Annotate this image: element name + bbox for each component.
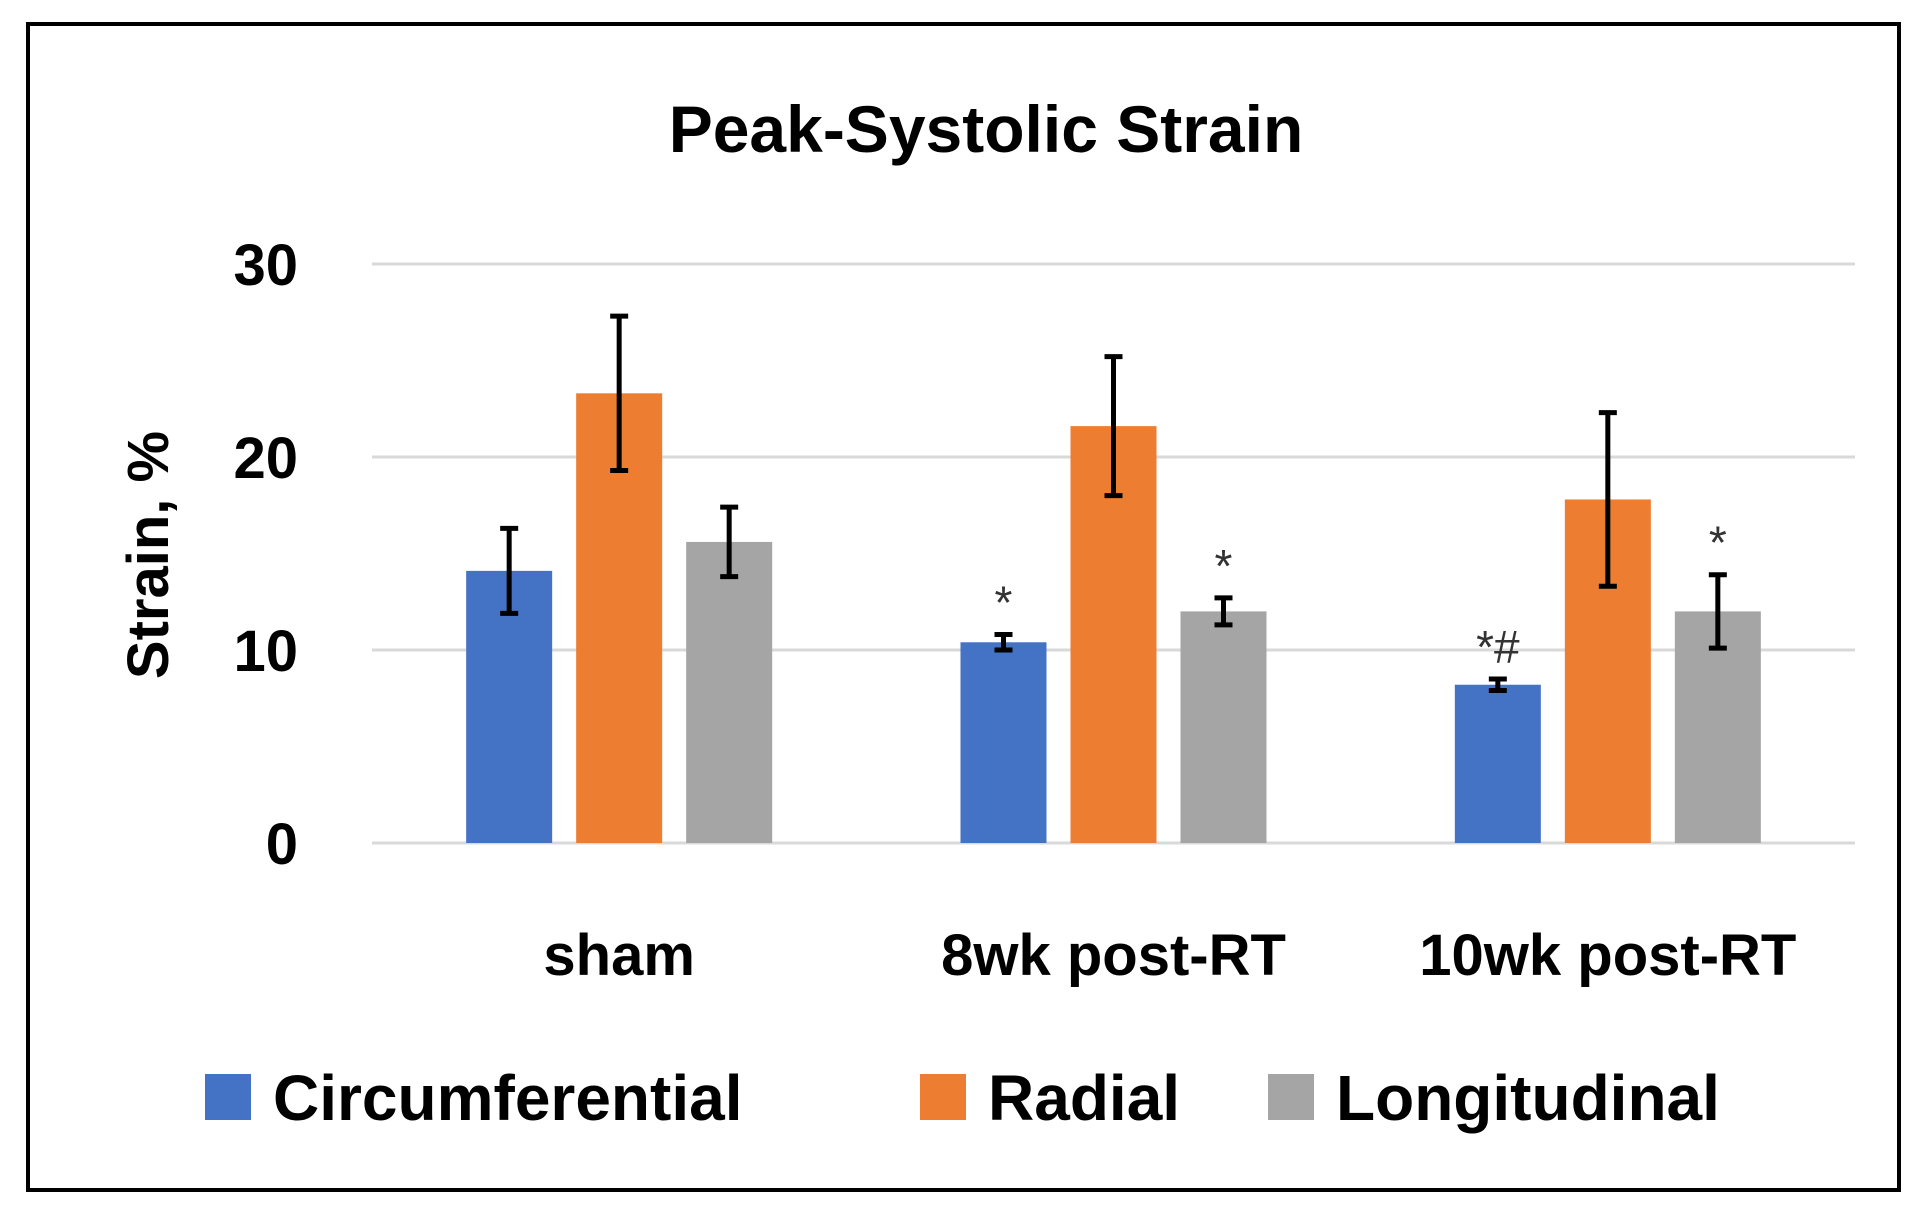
y-axis-ticks: 0 10 20 30 — [233, 233, 298, 877]
legend-swatch-circumferential — [205, 1074, 251, 1120]
legend-swatch-longitudinal — [1268, 1074, 1314, 1120]
y-tick-label: 0 — [266, 812, 298, 877]
y-tick-label: 10 — [233, 619, 298, 684]
x-category-label: 8wk post-RT — [941, 923, 1286, 988]
significance-annotation: * — [1215, 540, 1233, 592]
legend-label-longitudinal: Longitudinal — [1336, 1062, 1720, 1134]
bar-circumferential — [466, 570, 553, 843]
x-category-label: sham — [543, 923, 695, 988]
legend-label-radial: Radial — [988, 1062, 1180, 1134]
significance-annotation: * — [995, 577, 1013, 629]
bar-longitudinal — [1180, 611, 1267, 843]
legend-label-circumferential: Circumferential — [273, 1062, 742, 1134]
x-category-label: 10wk post-RT — [1419, 923, 1796, 988]
bar-circumferential — [1454, 684, 1541, 843]
y-tick-label: 20 — [233, 426, 298, 491]
x-axis-categories: sham 8wk post-RT 10wk post-RT — [543, 923, 1796, 988]
bar-circumferential — [960, 642, 1047, 843]
bar-longitudinal — [686, 541, 773, 843]
y-tick-label: 30 — [233, 233, 298, 298]
significance-annotation: * — [1709, 517, 1727, 569]
significance-annotation: *# — [1476, 621, 1520, 673]
bars: * * *# * — [466, 313, 1761, 843]
legend-swatch-radial — [920, 1074, 966, 1120]
legend: Circumferential Radial Longitudinal — [205, 1062, 1720, 1134]
y-axis-label: Strain, % — [116, 431, 181, 679]
chart-title: Peak-Systolic Strain — [669, 92, 1304, 166]
